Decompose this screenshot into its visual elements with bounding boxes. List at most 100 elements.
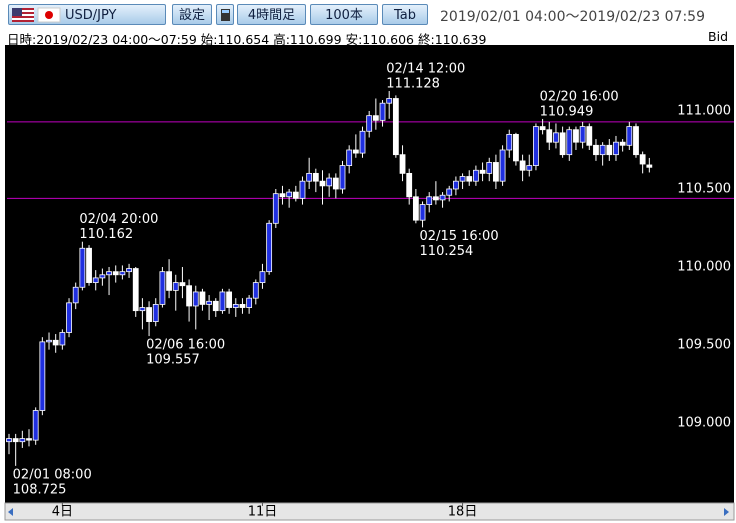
candle-body [546, 129, 553, 143]
pair-button[interactable]: USD/JPY [8, 4, 166, 25]
candle-body [99, 274, 106, 279]
candle-body [519, 160, 526, 171]
range: 2019/02/01 04:00〜2019/02/23 07:59 [440, 9, 705, 25]
candle-body [493, 162, 499, 182]
candle-body [359, 130, 366, 154]
candle-body [312, 172, 319, 182]
annotation-value: 110.254 [420, 244, 474, 259]
candle-body [346, 149, 353, 166]
annotation-label: 02/14 12:00 [386, 62, 465, 77]
x-tick-label: 18日 [448, 505, 478, 520]
candle-body [599, 144, 606, 156]
candle-body [179, 282, 186, 287]
candle-body [26, 438, 32, 441]
candle-body [59, 332, 66, 346]
scroll-left[interactable] [8, 508, 13, 516]
candle-body [566, 129, 573, 156]
candle-body [219, 291, 226, 312]
candle-body [593, 144, 599, 156]
candle-body [626, 126, 633, 146]
candle-body [473, 169, 479, 182]
y-tick-label: 111.000 [677, 103, 731, 118]
candle-body [372, 115, 379, 121]
candle-body [279, 193, 286, 198]
annotation-value: 109.557 [146, 353, 200, 368]
candle-body [152, 304, 159, 322]
candle-body [159, 271, 166, 305]
candle-body [619, 141, 626, 146]
candle-body [613, 141, 619, 156]
candle-body [292, 191, 299, 199]
candle-body [66, 302, 72, 333]
x-tick-label: 4日 [52, 505, 73, 520]
candle-body [166, 271, 172, 291]
candle-body [412, 196, 419, 221]
candle-body [352, 149, 359, 154]
candle-body [533, 126, 539, 166]
candle-body [579, 126, 586, 143]
info-bar: 日時:2019/02/23 04:00〜07:59 始:110.654 高:110.… [7, 29, 490, 48]
candle-body [339, 165, 346, 190]
candle-body [586, 126, 593, 146]
candle-body [439, 194, 446, 201]
candle-body [6, 438, 12, 443]
candle-body [46, 339, 52, 343]
candle-body [72, 286, 79, 304]
info-open: 始:110.654 [200, 32, 270, 47]
info-low: 安:110.606 [345, 32, 414, 47]
candle-body [432, 196, 439, 201]
candle-body [12, 438, 19, 443]
y-tick-label: 109.000 [677, 415, 731, 430]
candle-body [226, 291, 233, 308]
y-tick-label: 110.500 [677, 181, 731, 196]
candle-body [452, 180, 459, 190]
annotation-label: 02/15 16:00 [420, 229, 499, 244]
candle-body [646, 164, 653, 168]
annotation-value: 110.162 [79, 227, 133, 242]
settings-button[interactable]: 設定 [172, 4, 212, 25]
candle-body [392, 98, 399, 156]
bars-button[interactable]: 100本 [310, 4, 378, 25]
candle-body [366, 115, 373, 132]
candle-body [513, 133, 519, 162]
candle-body [119, 271, 126, 276]
candle-body [399, 154, 406, 174]
candle-body [499, 149, 506, 182]
candle-body [319, 180, 326, 187]
candle-body [446, 188, 453, 196]
candle-body [19, 438, 26, 443]
candle-body [633, 126, 639, 156]
candle-body [379, 102, 386, 121]
annotation-value: 111.128 [386, 77, 440, 92]
calc-button[interactable] [216, 4, 234, 25]
candle-body [466, 176, 473, 182]
tab-button[interactable]: Tab [382, 4, 428, 25]
candle-body [146, 307, 152, 322]
candle-body [192, 291, 199, 307]
candle-body [286, 191, 293, 198]
candle-body [252, 282, 259, 299]
candle-body [326, 177, 333, 187]
annotation-label: 02/20 16:00 [540, 89, 619, 104]
candle-body [506, 133, 513, 151]
candle-body [573, 129, 579, 143]
annotation-label: 02/01 08:00 [13, 467, 92, 482]
x-axis-bar [4, 502, 735, 521]
annotation-label: 02/04 20:00 [79, 212, 158, 227]
candle-body [39, 341, 46, 411]
candle-body [172, 282, 179, 291]
annotation-value: 110.949 [540, 104, 594, 119]
candle-body [246, 297, 253, 308]
flags [12, 7, 61, 23]
candle-body [526, 165, 533, 171]
candle-body [486, 162, 493, 174]
candle-body [459, 176, 466, 182]
candle-body [239, 304, 246, 308]
candle-body [419, 204, 426, 221]
info-side: Bid [708, 29, 728, 44]
timeframe-button[interactable]: 4時間足 [237, 4, 306, 25]
candle-body [306, 172, 313, 182]
candle-body [539, 126, 546, 131]
scroll-right[interactable] [724, 508, 729, 516]
